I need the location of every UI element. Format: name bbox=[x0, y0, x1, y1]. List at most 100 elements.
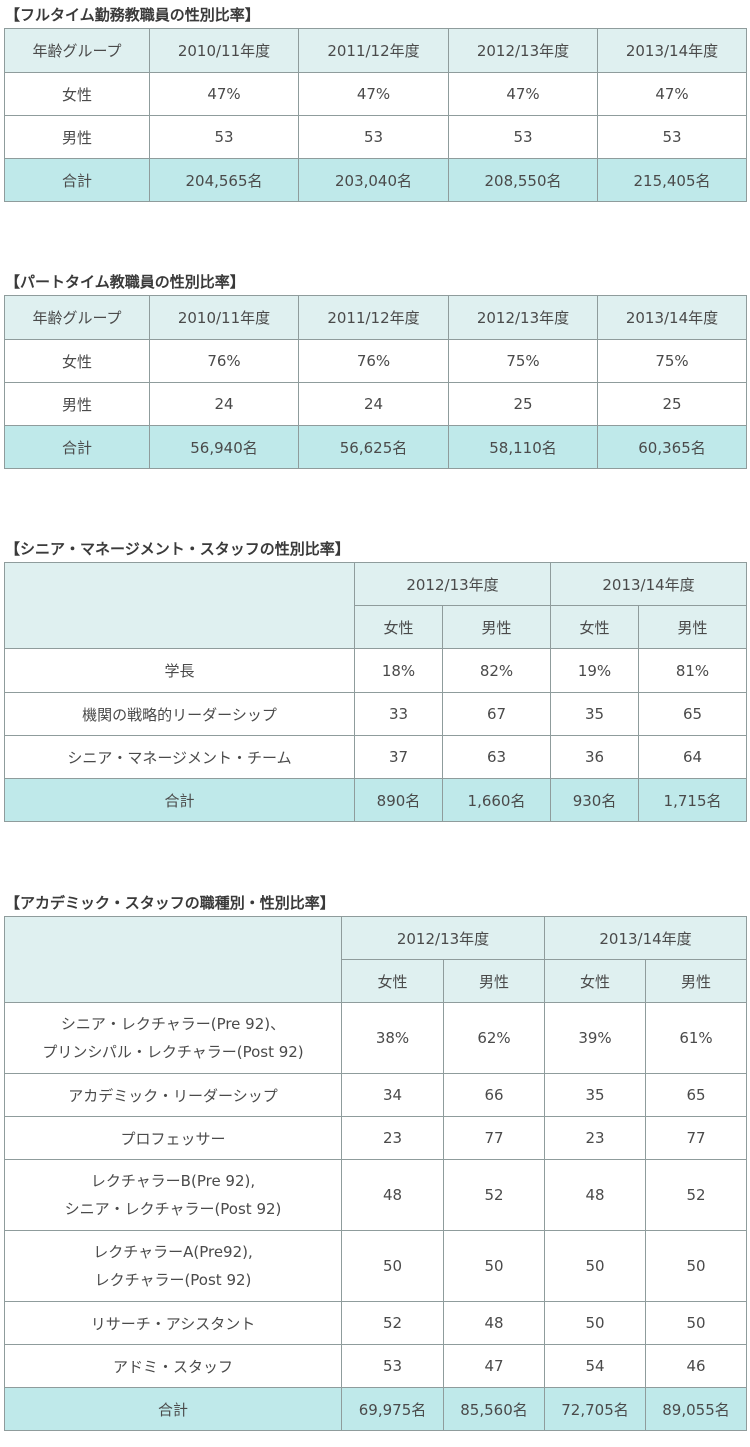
table-cell: 47% bbox=[298, 72, 449, 116]
row-label: アカデミック・リーダーシップ bbox=[4, 1073, 342, 1117]
total-cell: 72,705名 bbox=[544, 1387, 647, 1431]
table-cell: 61% bbox=[645, 1002, 748, 1074]
total-cell: 89,055名 bbox=[645, 1387, 748, 1431]
gender-header: 女性 bbox=[341, 959, 444, 1003]
total-cell: 85,560名 bbox=[442, 1387, 546, 1431]
header-cell: 2012/13年度 bbox=[448, 28, 598, 73]
total-cell: 1,715名 bbox=[638, 778, 748, 822]
row-label-line: シニア・レクチャラー(Pre 92)、 bbox=[60, 1015, 286, 1033]
table-cell: 47% bbox=[448, 72, 598, 116]
table-cell: 48 bbox=[442, 1301, 546, 1345]
table-cell: 37 bbox=[354, 735, 443, 779]
gender-header: 女性 bbox=[544, 959, 647, 1003]
table-cell: 75% bbox=[448, 339, 598, 383]
row-label: レクチャラーB(Pre 92), シニア・レクチャラー(Post 92) bbox=[4, 1159, 342, 1231]
subheader-row: 女性 男性 女性 男性 bbox=[5, 959, 748, 1003]
table-cell: 52 bbox=[442, 1159, 546, 1231]
table-cell: 50 bbox=[442, 1230, 546, 1302]
fulltime-gender-table: 年齢グループ 2010/11年度 2011/12年度 2012/13年度 201… bbox=[4, 28, 747, 202]
table-cell: 50 bbox=[544, 1301, 647, 1345]
row-label-line: レクチャラー(Post 92) bbox=[94, 1271, 252, 1289]
header-cell: 2013/14年度 bbox=[597, 28, 747, 73]
header-cell: 2011/12年度 bbox=[298, 295, 449, 340]
table-cell: 47% bbox=[149, 72, 299, 116]
total-cell: 215,405名 bbox=[597, 158, 747, 202]
total-label: 合計 bbox=[4, 1387, 342, 1431]
table-cell: 50 bbox=[645, 1230, 748, 1302]
year-header: 2013/14年度 bbox=[550, 562, 748, 606]
senior-management-table-title: 【シニア・マネージメント・スタッフの性別比率】 bbox=[5, 540, 350, 558]
table-row: アカデミック・リーダーシップ 34 66 35 65 bbox=[4, 1073, 748, 1117]
row-label: 男性 bbox=[4, 115, 150, 159]
row-label: 女性 bbox=[4, 72, 150, 116]
table-cell: 53 bbox=[298, 115, 449, 159]
table-cell: 18% bbox=[354, 648, 443, 693]
table-cell: 47% bbox=[597, 72, 747, 116]
table-cell: 53 bbox=[149, 115, 299, 159]
table-row: 女性 47% 47% 47% 47% bbox=[4, 72, 747, 116]
table-cell: 19% bbox=[550, 648, 640, 693]
header-row: 2012/13年度 2013/14年度 bbox=[4, 916, 748, 1003]
table-cell: 53 bbox=[341, 1344, 444, 1388]
gender-header: 男性 bbox=[441, 605, 552, 649]
header-cell: 2010/11年度 bbox=[149, 28, 299, 73]
table-cell: 53 bbox=[597, 115, 747, 159]
gender-header: 女性 bbox=[354, 605, 443, 649]
table-cell: 82% bbox=[441, 648, 552, 693]
total-row: 合計 56,940名 56,625名 58,110名 60,365名 bbox=[4, 425, 747, 469]
gender-header: 男性 bbox=[638, 605, 748, 649]
table-row: シニア・レクチャラー(Pre 92)、 プリンシパル・レクチャラー(Post 92… bbox=[4, 1002, 748, 1074]
row-label: 男性 bbox=[4, 382, 150, 426]
table-cell: 47 bbox=[442, 1344, 546, 1388]
total-cell: 203,040名 bbox=[298, 158, 449, 202]
table-cell: 48 bbox=[341, 1159, 444, 1231]
gender-header: 男性 bbox=[645, 959, 748, 1003]
row-label-line: プリンシパル・レクチャラー(Post 92) bbox=[42, 1043, 304, 1061]
row-label: 学長 bbox=[4, 648, 355, 693]
table-row: アドミ・スタッフ 53 47 54 46 bbox=[4, 1344, 748, 1388]
year-header: 2013/14年度 bbox=[544, 916, 748, 960]
total-row: 合計 204,565名 203,040名 208,550名 215,405名 bbox=[4, 158, 747, 202]
row-label: リサーチ・アシスタント bbox=[4, 1301, 342, 1345]
fulltime-table-title: 【フルタイム勤務教職員の性別比率】 bbox=[5, 6, 260, 24]
table-cell: 53 bbox=[448, 115, 598, 159]
total-cell: 1,660名 bbox=[441, 778, 552, 822]
table-cell: 75% bbox=[597, 339, 747, 383]
subheader-row: 女性 男性 女性 男性 bbox=[5, 605, 748, 649]
table-cell: 24 bbox=[298, 382, 449, 426]
header-cell: 2011/12年度 bbox=[298, 28, 449, 73]
row-label: 女性 bbox=[4, 339, 150, 383]
table-cell: 52 bbox=[341, 1301, 444, 1345]
gender-header: 男性 bbox=[442, 959, 546, 1003]
table-cell: 35 bbox=[550, 692, 640, 736]
row-label: 機関の戦略的リーダーシップ bbox=[4, 692, 355, 736]
table-cell: 65 bbox=[645, 1073, 748, 1117]
row-label: プロフェッサー bbox=[4, 1116, 342, 1160]
parttime-table-title: 【パートタイム教職員の性別比率】 bbox=[5, 273, 245, 291]
row-label-line: レクチャラーA(Pre92), bbox=[93, 1243, 253, 1261]
table-row: 男性 24 24 25 25 bbox=[4, 382, 747, 426]
total-label: 合計 bbox=[4, 425, 150, 469]
table-cell: 36 bbox=[550, 735, 640, 779]
senior-management-gender-table: 2012/13年度 2013/14年度 女性 男性 女性 男性 学長 18% 8… bbox=[4, 562, 748, 822]
table-cell: 35 bbox=[544, 1073, 647, 1117]
year-header: 2012/13年度 bbox=[353, 562, 552, 606]
header-cell: 年齢グループ bbox=[4, 295, 150, 340]
total-cell: 58,110名 bbox=[448, 425, 598, 469]
row-label: シニア・マネージメント・チーム bbox=[4, 735, 355, 779]
table-cell: 76% bbox=[298, 339, 449, 383]
header-blank-cell bbox=[4, 562, 355, 649]
table-cell: 38% bbox=[341, 1002, 444, 1074]
parttime-gender-table: 年齢グループ 2010/11年度 2011/12年度 2012/13年度 201… bbox=[4, 295, 747, 469]
table-row: 学長 18% 82% 19% 81% bbox=[4, 648, 748, 693]
row-label-line: シニア・レクチャラー(Post 92) bbox=[64, 1200, 282, 1218]
row-label: レクチャラーA(Pre92), レクチャラー(Post 92) bbox=[4, 1230, 342, 1302]
table-cell: 62% bbox=[442, 1002, 546, 1074]
table-cell: 65 bbox=[638, 692, 748, 736]
table-cell: 77 bbox=[442, 1116, 546, 1160]
total-cell: 890名 bbox=[354, 778, 443, 822]
table-cell: 76% bbox=[149, 339, 299, 383]
table-cell: 50 bbox=[544, 1230, 647, 1302]
table-row: プロフェッサー 23 77 23 77 bbox=[4, 1116, 748, 1160]
table-row: シニア・マネージメント・チーム 37 63 36 64 bbox=[4, 735, 748, 779]
